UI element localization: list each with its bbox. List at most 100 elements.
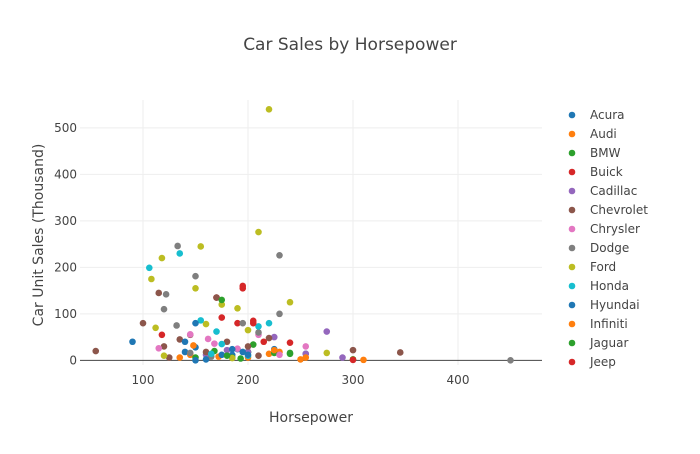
- point-bmw[interactable]: [249, 341, 257, 348]
- point-chevrolet[interactable]: [223, 338, 231, 346]
- point-jeep[interactable]: [286, 339, 294, 346]
- point-chrysler[interactable]: [204, 335, 212, 343]
- point-dodge[interactable]: [255, 329, 262, 336]
- legend-item-dodge[interactable]: Dodge: [568, 241, 630, 255]
- point-dodge[interactable]: [162, 291, 170, 298]
- point-ford[interactable]: [244, 326, 252, 334]
- point-chevrolet[interactable]: [92, 347, 100, 355]
- point-chevrolet[interactable]: [160, 343, 168, 350]
- point-buick[interactable]: [234, 319, 241, 327]
- legend[interactable]: Acura Audi BMW Buick Cadillac Chevrolet Chrysl…: [568, 108, 648, 369]
- point-buick[interactable]: [260, 338, 268, 346]
- point-ford[interactable]: [323, 349, 331, 357]
- point-honda[interactable]: [218, 340, 226, 348]
- point-ford[interactable]: [218, 301, 226, 308]
- point-hyundai[interactable]: [239, 348, 247, 356]
- point-chevrolet[interactable]: [244, 343, 252, 350]
- point-chrysler[interactable]: [276, 351, 283, 359]
- point-hyundai[interactable]: [244, 351, 252, 359]
- point-chevrolet[interactable]: [396, 349, 404, 356]
- point-hyundai[interactable]: [181, 338, 189, 346]
- point-honda[interactable]: [255, 323, 262, 330]
- point-dodge[interactable]: [174, 242, 181, 250]
- point-ford[interactable]: [286, 298, 294, 306]
- point-ford[interactable]: [158, 254, 166, 262]
- legend-item-chevrolet[interactable]: Chevrolet: [568, 203, 648, 217]
- point-dodge[interactable]: [276, 251, 283, 259]
- point-chrysler[interactable]: [155, 344, 163, 352]
- point-jeep[interactable]: [218, 314, 226, 321]
- point-audi[interactable]: [297, 356, 304, 363]
- point-audi[interactable]: [360, 356, 367, 364]
- legend-item-jaguar[interactable]: Jaguar: [568, 336, 629, 350]
- point-ford[interactable]: [202, 320, 210, 328]
- point-hyundai[interactable]: [218, 351, 226, 359]
- point-buick[interactable]: [158, 331, 166, 339]
- point-ford[interactable]: [148, 275, 155, 283]
- point-cadillac[interactable]: [339, 354, 346, 361]
- point-chevrolet[interactable]: [176, 336, 184, 343]
- point-chevrolet[interactable]: [213, 294, 220, 301]
- point-ford[interactable]: [192, 284, 199, 292]
- point-dodge[interactable]: [239, 319, 247, 327]
- legend-item-jeep[interactable]: Jeep: [568, 355, 616, 369]
- point-chrysler[interactable]: [211, 340, 218, 347]
- point-audi[interactable]: [176, 354, 184, 361]
- legend-item-audi[interactable]: Audi: [568, 127, 617, 141]
- point-ford[interactable]: [152, 324, 159, 332]
- point-infiniti[interactable]: [270, 346, 278, 354]
- point-dodge[interactable]: [160, 305, 168, 313]
- point-chevrolet[interactable]: [155, 289, 163, 297]
- point-hyundai[interactable]: [228, 345, 236, 353]
- point-ford[interactable]: [234, 304, 241, 312]
- legend-item-ford[interactable]: Ford: [568, 260, 616, 274]
- legend-item-infiniti[interactable]: Infiniti: [568, 317, 628, 331]
- point-honda[interactable]: [207, 350, 215, 358]
- point-ford[interactable]: [197, 243, 205, 250]
- point-jeep[interactable]: [349, 356, 357, 364]
- point-jeep[interactable]: [239, 282, 247, 290]
- point-cadillac[interactable]: [270, 333, 278, 341]
- point-chrysler[interactable]: [186, 331, 194, 338]
- point-dodge[interactable]: [173, 322, 180, 329]
- point-honda[interactable]: [146, 264, 153, 272]
- point-jaguar[interactable]: [223, 352, 231, 360]
- legend-item-bmw[interactable]: BMW: [568, 146, 621, 160]
- legend-item-hyundai[interactable]: Hyundai: [568, 298, 640, 312]
- point-jaguar[interactable]: [218, 296, 226, 304]
- legend-item-chrysler[interactable]: Chrysler: [568, 222, 640, 236]
- point-dodge[interactable]: [192, 272, 199, 280]
- point-jaguar[interactable]: [286, 349, 294, 357]
- legend-item-buick[interactable]: Buick: [568, 165, 623, 179]
- point-chevrolet[interactable]: [255, 352, 262, 360]
- point-audi[interactable]: [265, 350, 273, 358]
- point-chevrolet[interactable]: [139, 319, 147, 327]
- point-hyundai[interactable]: [192, 319, 199, 327]
- point-chevrolet[interactable]: [265, 334, 273, 342]
- point-chrysler[interactable]: [234, 345, 241, 353]
- point-chrysler[interactable]: [302, 343, 310, 350]
- point-hyundai[interactable]: [202, 356, 210, 363]
- point-dodge[interactable]: [507, 357, 514, 364]
- point-ford[interactable]: [160, 352, 168, 360]
- point-chevrolet[interactable]: [165, 354, 173, 361]
- legend-item-honda[interactable]: Honda: [568, 279, 629, 293]
- point-cadillac[interactable]: [223, 346, 231, 354]
- point-acura[interactable]: [181, 348, 189, 356]
- point-ford[interactable]: [228, 354, 236, 362]
- point-honda[interactable]: [213, 328, 220, 335]
- point-chevrolet[interactable]: [349, 346, 357, 354]
- point-chevrolet[interactable]: [202, 348, 210, 356]
- point-dodge[interactable]: [276, 310, 283, 318]
- point-cadillac[interactable]: [323, 328, 331, 335]
- point-dodge[interactable]: [186, 349, 194, 357]
- legend-item-cadillac[interactable]: Cadillac: [568, 184, 638, 198]
- legend-item-acura[interactable]: Acura: [568, 108, 625, 122]
- point-jeep[interactable]: [249, 319, 257, 327]
- point-honda[interactable]: [197, 317, 205, 324]
- point-infiniti[interactable]: [302, 354, 310, 361]
- point-honda[interactable]: [176, 250, 184, 257]
- point-ford[interactable]: [265, 105, 273, 113]
- point-ford[interactable]: [255, 228, 262, 236]
- point-infiniti[interactable]: [190, 342, 197, 349]
